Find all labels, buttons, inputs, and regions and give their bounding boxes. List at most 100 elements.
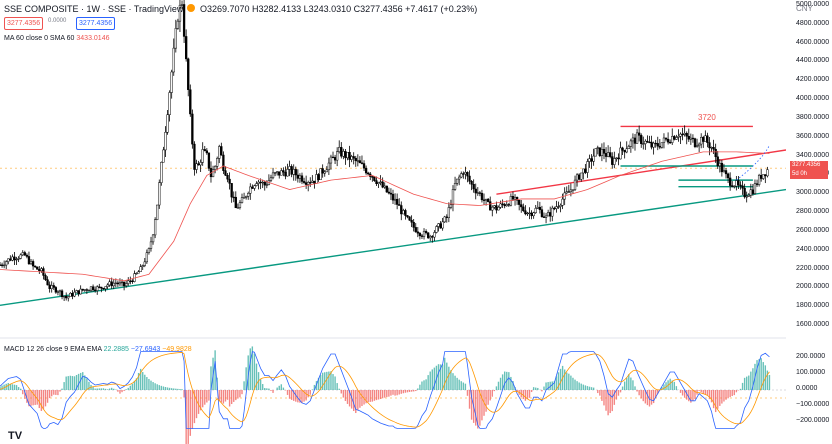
candle-body xyxy=(441,221,444,229)
macd-histogram-bar xyxy=(193,390,196,424)
macd-histogram-bar xyxy=(386,390,388,398)
macd-histogram-bar xyxy=(1,385,3,390)
macd-histogram-bar xyxy=(218,390,220,401)
macd-histogram-bar xyxy=(317,377,320,390)
candle-body xyxy=(621,147,624,151)
macd-histogram-bar xyxy=(137,372,140,390)
candle-body xyxy=(443,216,446,223)
macd-histogram-bar xyxy=(357,390,359,411)
candle-body xyxy=(642,143,645,145)
candle-body xyxy=(482,199,486,201)
macd-histogram-bar xyxy=(282,387,285,390)
macd-histogram-bar xyxy=(319,375,322,390)
macd-histogram-bar xyxy=(458,379,460,390)
macd-histogram-bar xyxy=(313,384,316,390)
macd-histogram-bar xyxy=(652,390,655,404)
candle-body xyxy=(296,174,300,179)
macd-histogram-bar xyxy=(549,381,551,390)
candle-body xyxy=(679,133,682,137)
macd-histogram-bar xyxy=(228,390,231,407)
candle-body xyxy=(644,140,647,144)
candle-body xyxy=(724,170,728,175)
candle-body xyxy=(565,191,568,194)
candle-body xyxy=(615,157,618,159)
candle-body xyxy=(546,212,550,217)
candle-body xyxy=(222,154,225,171)
level-annotation: 3720 xyxy=(698,113,716,122)
candle-body xyxy=(189,89,192,115)
macd-histogram-bar xyxy=(439,364,442,390)
candle-body xyxy=(402,210,405,215)
macd-histogram-bar xyxy=(245,367,247,390)
macd-histogram-bar xyxy=(133,380,136,390)
candle-body xyxy=(462,173,465,175)
chart-title[interactable]: SSE COMPOSITE · 1W · SSE · TradingView xyxy=(4,4,184,14)
candle-body xyxy=(685,132,688,137)
macd-histogram-bar xyxy=(371,390,374,402)
price-tick-label: 4600.0000 xyxy=(796,38,830,46)
macd-histogram-bar xyxy=(433,367,436,390)
macd-histogram-bar xyxy=(719,390,721,406)
candle-body xyxy=(542,216,546,218)
macd-histogram-bar xyxy=(739,388,742,390)
candle-body xyxy=(538,206,542,210)
candle-body xyxy=(13,256,16,261)
candle-body xyxy=(455,178,459,184)
macd-histogram-bar xyxy=(766,370,769,390)
candle-body xyxy=(619,147,622,160)
macd-histogram-bar xyxy=(350,390,353,409)
candle-body xyxy=(520,204,523,208)
candle-body xyxy=(604,153,608,157)
macd-histogram-bar xyxy=(363,390,365,405)
candle-body xyxy=(5,261,8,266)
macd-histogram-bar xyxy=(712,390,715,409)
macd-histogram-bar xyxy=(123,390,125,391)
candle-body xyxy=(406,215,409,218)
buy-price-box[interactable]: 3277.4356 xyxy=(76,17,116,30)
tradingview-logo[interactable]: TV xyxy=(8,430,23,442)
candle-body xyxy=(557,206,560,208)
candle-body xyxy=(493,205,496,208)
candle-body xyxy=(77,290,80,295)
macd-legend[interactable]: MACD 12 26 close 9 EMA EMA 22.2885 −27.6… xyxy=(4,346,192,353)
market-status-icon[interactable] xyxy=(187,4,195,12)
candle-body xyxy=(435,226,438,233)
candle-body xyxy=(348,152,351,160)
candle-body xyxy=(654,142,657,145)
macd-histogram-bar xyxy=(429,371,431,390)
macd-histogram-bar xyxy=(288,390,291,399)
macd-histogram-bar xyxy=(84,375,86,390)
price-axis[interactable]: 5000.0000 4800.0000 4600.0000 4400.0000 4200… xyxy=(786,0,832,444)
candle-body xyxy=(323,171,326,174)
macd-histogram-bar xyxy=(735,390,738,393)
candle-body xyxy=(350,156,353,160)
macd-histogram-bar xyxy=(663,384,665,390)
macd-histogram-bar xyxy=(601,390,603,401)
price-tick-label: 2000.0000 xyxy=(796,283,830,291)
candle-body xyxy=(648,141,651,144)
ma-legend[interactable]: MA 60 close 0 SMA 60 3433.0146 xyxy=(4,35,109,42)
macd-histogram-bar xyxy=(334,376,336,390)
candle-body xyxy=(749,189,752,196)
candle-body xyxy=(166,114,169,133)
macd-histogram-bar xyxy=(131,383,134,390)
candle-body xyxy=(11,256,14,261)
candle-body xyxy=(203,149,206,151)
candle-body xyxy=(658,145,661,148)
candle-body xyxy=(666,138,670,143)
candle-body xyxy=(85,289,89,291)
price-chart[interactable] xyxy=(0,0,786,444)
candle-body xyxy=(44,275,47,280)
sell-price-box[interactable]: 3277.4356 xyxy=(4,17,44,30)
candle-body xyxy=(695,145,699,147)
candle-body xyxy=(238,202,242,208)
candle-body xyxy=(528,212,531,215)
macd-histogram-bar xyxy=(377,390,380,400)
candle-body xyxy=(586,161,589,173)
candle-body xyxy=(56,291,60,293)
macd-histogram-bar xyxy=(390,390,392,396)
candle-body xyxy=(400,205,403,215)
candle-body xyxy=(7,258,10,262)
macd-histogram-bar xyxy=(588,386,591,390)
macd-histogram-bar xyxy=(293,390,295,401)
